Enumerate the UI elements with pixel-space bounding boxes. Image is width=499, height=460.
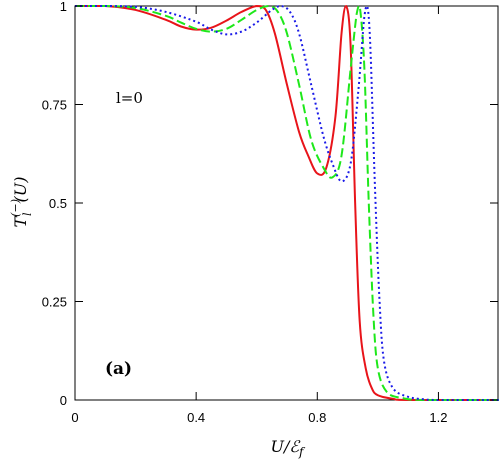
y-tick-label: 0.75 — [42, 98, 67, 113]
series-line-2 — [74, 4, 499, 402]
x-tick-label: 0.8 — [308, 410, 326, 425]
series-line-1 — [74, 4, 499, 402]
y-tick-label: 0.25 — [42, 295, 67, 310]
y-axis-label: T(−)l(U) — [9, 177, 34, 228]
series-line-3 — [74, 4, 499, 401]
x-tick-label: 0.4 — [187, 410, 205, 425]
l-label: l=0 — [116, 89, 143, 107]
x-axis-label: U/ℰf — [270, 437, 306, 459]
ticks-layer: 0 0.4 0.8 1.2 0 0.25 0.5 0.75 1 — [42, 0, 498, 425]
x-tick-label: 1.2 — [429, 410, 447, 425]
panel-label: (a) — [105, 359, 132, 379]
x-tick-label: 0 — [71, 410, 78, 425]
y-tick-label: 1 — [60, 0, 67, 14]
plot-frame — [74, 5, 499, 401]
y-tick-label: 0.5 — [49, 196, 67, 211]
y-tick-label: 0 — [60, 393, 67, 408]
plot-area: 0 0.4 0.8 1.2 0 0.25 0.5 0.75 1 — [42, 0, 499, 425]
series-layer — [74, 4, 499, 402]
